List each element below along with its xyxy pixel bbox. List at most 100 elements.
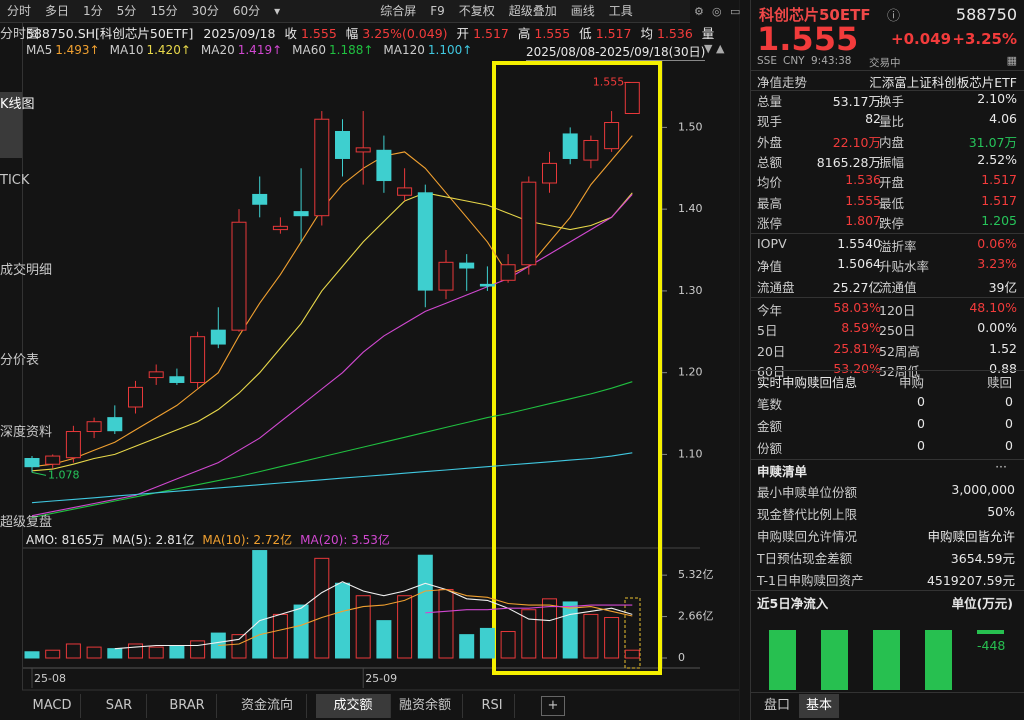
side-tab[interactable]: 成交明细 [0, 263, 53, 278]
info-icon[interactable]: ⓘ [887, 9, 901, 24]
period-tab[interactable]: 15分 [150, 4, 178, 18]
bottom-tab[interactable]: 资金流向 [228, 694, 307, 718]
period-tab[interactable]: 分时 [7, 4, 32, 18]
bottom-tab[interactable]: MACD [24, 694, 81, 718]
amo-item: MA(20): 3.53亿 [300, 533, 390, 547]
panel-tab[interactable]: 盘口 [763, 698, 790, 713]
tool-button[interactable]: F9 [430, 4, 445, 18]
info-label: 量 [701, 26, 715, 41]
y-tick-label: 1.10 [678, 447, 703, 460]
volume-bar [479, 627, 495, 659]
stat-value: 58.03% [833, 300, 881, 315]
nav-title[interactable]: 净值走势 [757, 75, 808, 90]
inflow-bar [821, 630, 848, 691]
bottom-tab[interactable]: BRAR [158, 694, 217, 718]
volume-bar [45, 649, 61, 659]
ma-legend: MA5 1.493↑ MA10 1.420↑ MA20 1.419↑ MA60 1.188↑ M… [26, 43, 472, 57]
stat-value: 1.205 [981, 212, 1017, 228]
fund-code: 588750 [955, 5, 1017, 24]
kline-chart: » ⚙ ◎ ▭ 1.501.401.301.201.1025-0825-091.… [22, 0, 740, 720]
section-title: 近5日净流入 [757, 596, 829, 611]
stat-value: 53.20% [833, 360, 881, 376]
window-icon[interactable]: ▭ [730, 5, 740, 18]
bottom-tab[interactable]: 成交额 [316, 694, 391, 718]
stat-value: 2.52% [977, 151, 1017, 167]
info-label: 低 [579, 26, 592, 41]
inflow-label: -448 [977, 638, 1006, 653]
stat-label: 最高 [757, 195, 783, 211]
rt-value: 0 [917, 416, 925, 431]
side-tab[interactable]: 深度资料 [0, 425, 53, 440]
volume-ma-line [218, 588, 633, 647]
ma-name: MA10 [109, 43, 144, 57]
y-tick-label: 5.32亿 [678, 568, 714, 581]
range-arrows[interactable]: ▼ ▲ [704, 42, 725, 55]
ma-value: 1.493↑ [55, 43, 100, 57]
period-tab[interactable]: 30分 [191, 4, 219, 18]
side-tab[interactable]: 超级复盘 [0, 515, 53, 530]
volume-bar [190, 640, 206, 659]
side-tab[interactable]: TICK [0, 173, 30, 188]
list-value: 申购赎回皆允许 [927, 529, 1015, 544]
side-tab[interactable]: K线图 [0, 92, 35, 158]
candle-body [583, 139, 599, 161]
volume-bar [293, 604, 309, 659]
stat-label: 52周低 [879, 363, 920, 379]
bottom-tab[interactable]: SAR [92, 694, 147, 718]
candle-body [542, 162, 557, 184]
ma-name: MA120 [383, 43, 425, 57]
stat-value: 1.536 [845, 172, 881, 188]
stat-value: 3.23% [977, 256, 1017, 272]
rt-value: 0 [1005, 438, 1013, 453]
panel-tab[interactable]: 基本 [799, 694, 839, 718]
period-tab[interactable]: 多日 [45, 4, 70, 18]
stat-label: 今年 [757, 303, 783, 318]
tool-button[interactable]: 综合屏 [380, 4, 417, 18]
info-label: 均 [640, 26, 653, 41]
section-line [751, 232, 1024, 234]
bottom-tab[interactable]: RSI [470, 694, 515, 718]
period-tab[interactable]: 1分 [83, 4, 103, 18]
target-icon[interactable]: ◎ [712, 5, 722, 18]
settings-icon[interactable]: ⚙ [694, 5, 704, 18]
rt-label: 份额 [757, 441, 783, 456]
tool-button[interactable]: 不复权 [458, 4, 495, 18]
stat-value: 25.27亿 [832, 279, 881, 295]
section-line [751, 370, 1024, 371]
stat-label: 总额 [757, 154, 783, 170]
security-code: 588750.SH[科创芯片50ETF] [26, 26, 194, 41]
period-tab[interactable]: 60分 [232, 4, 261, 18]
stat-value: 1.5540 [837, 236, 881, 252]
meta-item: 交易中 [869, 57, 901, 69]
tool-button[interactable]: 画线 [570, 4, 595, 18]
date-range[interactable]: 2025/08/08-2025/09/18(30日) [526, 45, 706, 61]
add-tab[interactable]: + [541, 696, 565, 716]
volume-bar [24, 651, 40, 659]
volume-bar [148, 646, 164, 659]
side-tab[interactable]: 分时图 [0, 27, 40, 42]
candle-body [45, 455, 61, 465]
dropdown-arrow[interactable]: ▾ [274, 4, 281, 18]
col-head: 赎回 [987, 375, 1013, 390]
bottom-tab[interactable]: 融资余额 [388, 694, 463, 718]
tool-button[interactable]: 工具 [608, 4, 633, 18]
stat-value: 53.17万 [832, 94, 881, 109]
side-tab[interactable]: 分价表 [0, 353, 40, 368]
stat-label: 升贴水率 [879, 259, 930, 275]
period-tab[interactable]: 5分 [116, 4, 137, 18]
amo-item: AMO: 8165万 [26, 533, 105, 547]
y-tick-label: 1.50 [678, 120, 703, 133]
list-label: 申购赎回允许情况 [757, 529, 858, 544]
more-button[interactable]: ··· [995, 459, 1007, 474]
list-value: 3654.59元 [950, 551, 1015, 566]
splitter[interactable] [739, 0, 740, 720]
section-title: 申赎清单 [757, 464, 808, 479]
rt-label: 金额 [757, 419, 783, 434]
candle-body [231, 221, 247, 331]
candle-body [148, 371, 164, 379]
section-line [751, 590, 1024, 591]
tool-button[interactable]: 超级叠加 [508, 4, 557, 18]
volume-bar [376, 620, 392, 659]
grid-icon[interactable]: ▦ [1006, 54, 1017, 67]
candle-body [107, 417, 123, 432]
